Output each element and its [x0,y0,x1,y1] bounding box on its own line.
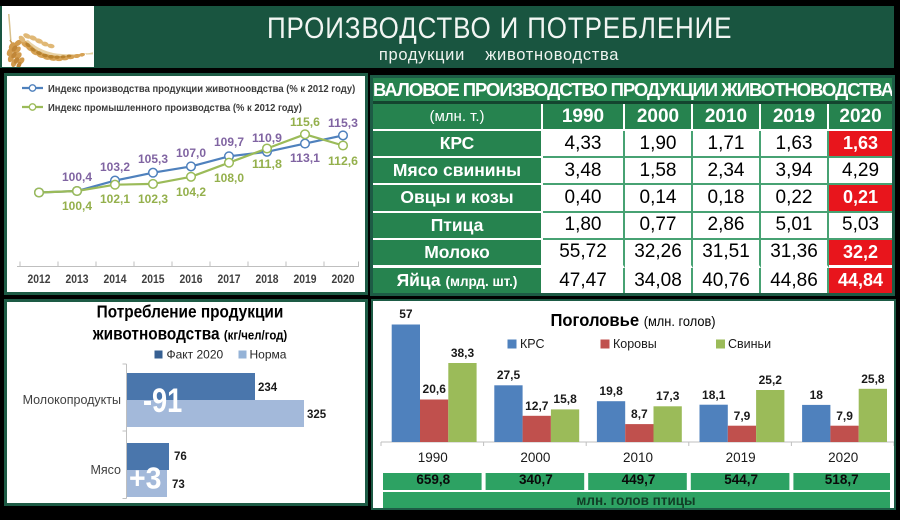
svg-text:27,5: 27,5 [497,368,521,382]
svg-text:518,7: 518,7 [825,472,859,487]
svg-text:Факт 2020: Факт 2020 [167,348,224,362]
svg-text:115,3: 115,3 [328,116,358,130]
svg-text:73: 73 [172,479,185,491]
svg-text:2014: 2014 [104,272,127,286]
svg-text:7,9: 7,9 [836,409,853,423]
svg-text:76: 76 [174,451,187,463]
svg-text:Потребление продукции: Потребление продукции [97,303,284,322]
svg-text:КРС: КРС [520,337,545,351]
svg-text:18: 18 [810,388,824,402]
svg-text:Мясо: Мясо [90,463,121,477]
svg-text:19,8: 19,8 [599,384,623,398]
svg-text:325: 325 [307,409,327,421]
svg-text:544,7: 544,7 [724,472,758,487]
svg-text:25,2: 25,2 [759,373,783,387]
svg-text:104,2: 104,2 [176,185,206,199]
svg-text:2020: 2020 [332,272,355,286]
svg-text:Поголовье (млн. голов): Поголовье (млн. голов) [550,311,715,330]
svg-text:108,0: 108,0 [214,171,244,185]
svg-text:2012: 2012 [28,272,51,286]
svg-text:112,6: 112,6 [328,154,358,168]
svg-text:+3: +3 [129,461,161,495]
svg-text:102,3: 102,3 [138,192,168,206]
svg-text:Молокопродукты: Молокопродукты [23,393,121,407]
svg-text:234: 234 [258,382,278,394]
svg-text:109,7: 109,7 [214,135,244,149]
svg-text:2018: 2018 [256,272,279,286]
svg-text:113,1: 113,1 [290,151,320,165]
svg-text:57: 57 [399,307,413,321]
svg-text:105,3: 105,3 [138,152,168,166]
svg-text:2000: 2000 [520,450,550,465]
svg-text:103,2: 103,2 [100,160,130,174]
svg-text:1990: 1990 [418,450,448,465]
svg-text:Индекс производства продукции: Индекс производства продукции животноовд… [48,84,355,96]
svg-text:2019: 2019 [294,272,317,286]
svg-text:2015: 2015 [142,272,165,286]
svg-text:-91: -91 [143,381,182,420]
svg-text:Индекс промышленного производс: Индекс промышленного производства (% к 2… [48,103,302,115]
svg-text:449,7: 449,7 [622,472,656,487]
svg-text:100,4: 100,4 [62,170,92,184]
svg-text:340,7: 340,7 [519,472,553,487]
svg-text:102,1: 102,1 [100,192,130,206]
svg-text:животноводства (кг/чел/год): животноводства (кг/чел/год) [92,325,287,344]
svg-text:107,0: 107,0 [176,146,206,160]
svg-text:Коровы: Коровы [613,337,657,351]
svg-text:17,3: 17,3 [656,389,680,403]
svg-text:110,9: 110,9 [252,131,282,145]
svg-text:2020: 2020 [828,450,858,465]
svg-text:7,9: 7,9 [734,409,751,423]
svg-text:2013: 2013 [66,272,89,286]
svg-text:115,6: 115,6 [290,115,320,129]
svg-text:2017: 2017 [218,272,241,286]
svg-text:2019: 2019 [726,450,756,465]
svg-text:8,7: 8,7 [631,407,648,421]
svg-text:12,7: 12,7 [525,399,549,413]
svg-text:15,8: 15,8 [553,392,577,406]
svg-text:18,1: 18,1 [702,388,726,402]
svg-text:Свиньи: Свиньи [728,337,771,351]
svg-text:20,6: 20,6 [423,382,447,396]
svg-text:38,3: 38,3 [451,346,475,360]
svg-text:111,8: 111,8 [252,157,282,171]
svg-text:млн. голов птицы: млн. голов птицы [576,493,695,508]
svg-text:2016: 2016 [180,272,203,286]
svg-text:659,8: 659,8 [416,472,450,487]
svg-text:Норма: Норма [250,348,287,362]
svg-text:100,4: 100,4 [62,199,92,213]
svg-text:25,8: 25,8 [861,372,885,386]
svg-text:2010: 2010 [623,450,653,465]
